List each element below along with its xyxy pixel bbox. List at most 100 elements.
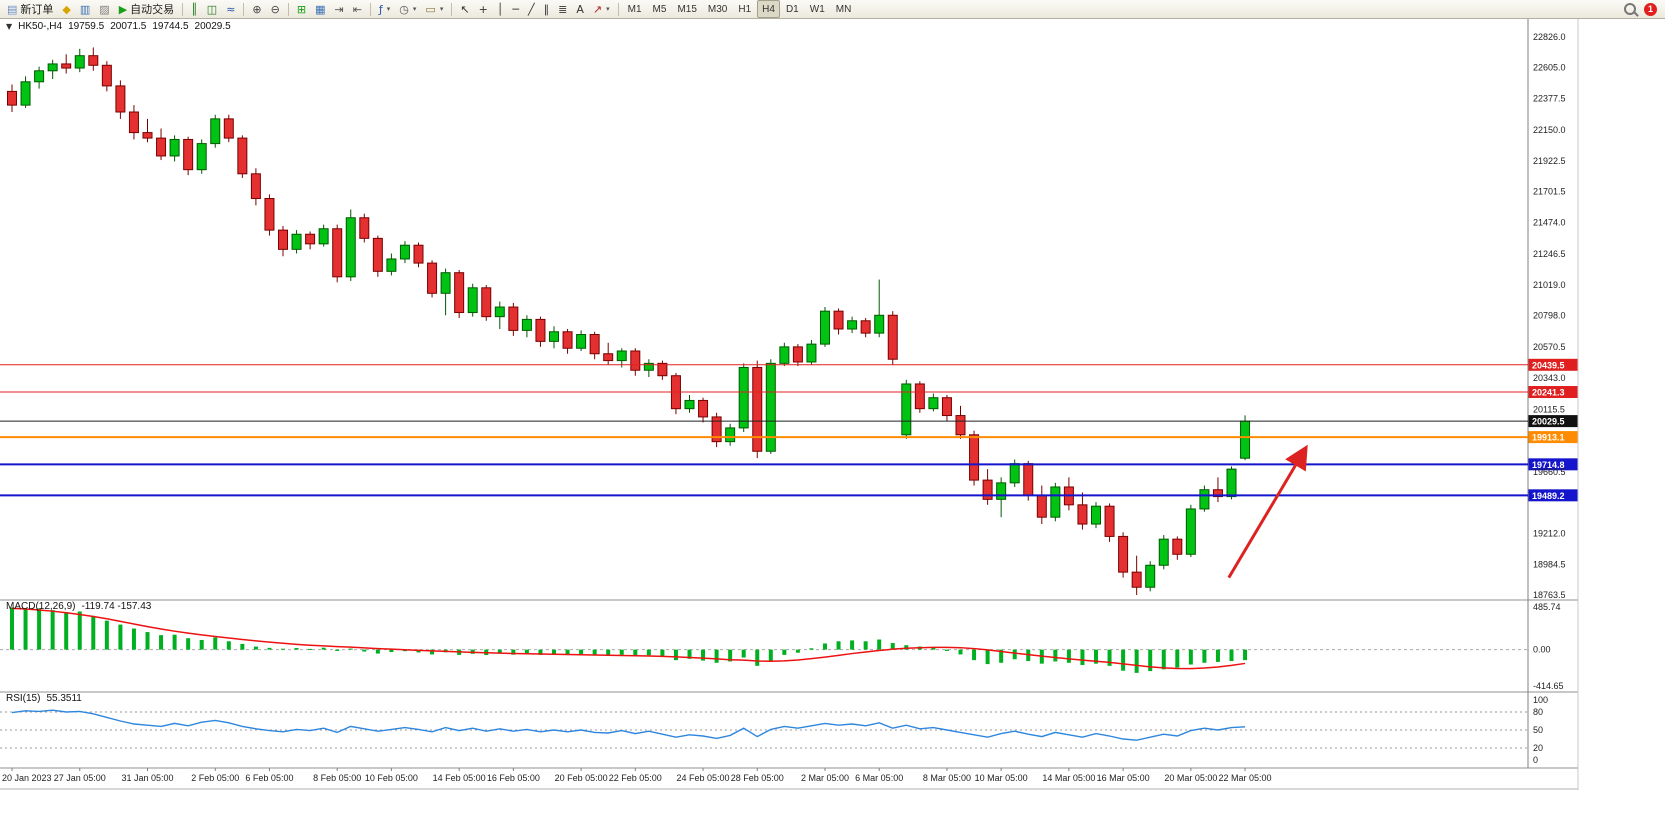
candlestick-chart-button[interactable]: ◫ <box>203 0 221 18</box>
notification-badge[interactable]: 1 <box>1644 2 1657 16</box>
timeframe-m1[interactable]: M1 <box>627 3 642 15</box>
arrange-windows-icon: ▦ <box>315 2 326 16</box>
crosshair-button[interactable]: + <box>475 0 492 18</box>
candle <box>305 233 316 245</box>
time-axis-label: 16 Mar 05:00 <box>1097 773 1150 783</box>
timeframe-mn[interactable]: MN <box>835 3 852 15</box>
macd-histogram-bar <box>1215 649 1220 662</box>
price-tag[interactable]: 20439.5 <box>1528 358 1578 371</box>
macd-histogram-bar <box>104 620 109 650</box>
candle <box>955 415 966 436</box>
new-order-icon: ▤ <box>7 2 18 16</box>
channel-button[interactable]: ∥ <box>540 0 554 18</box>
timeframe-h4[interactable]: H4 <box>757 0 780 18</box>
candle <box>521 318 532 331</box>
price-scale-label: 21922.5 <box>1533 156 1566 166</box>
time-axis-label: 8 Feb 05:00 <box>313 773 361 783</box>
candle <box>345 217 356 278</box>
candle <box>169 138 180 157</box>
time-axis-label: 10 Feb 05:00 <box>365 773 418 783</box>
horizontal-line-button[interactable]: ─ <box>508 0 523 18</box>
candle <box>643 362 654 371</box>
low-value: 19744.5 <box>152 21 189 32</box>
candle <box>454 272 465 314</box>
macd-histogram-bar <box>687 649 692 659</box>
profiles-button[interactable]: ◆ <box>58 0 74 18</box>
macd-histogram-bar <box>958 649 963 655</box>
chart-shift-button[interactable]: ⇤ <box>349 0 366 18</box>
candle <box>630 350 641 371</box>
macd-histogram-bar <box>321 647 326 650</box>
trendline-button[interactable]: ╱ <box>524 0 539 18</box>
channel-icon: ∥ <box>543 2 550 16</box>
arrows-button[interactable]: ↗ ▾ <box>589 0 614 18</box>
new-order-button[interactable]: ▤ 新订单 <box>3 0 57 18</box>
price-tag[interactable]: 19714.8 <box>1528 458 1578 471</box>
auto-scroll-button[interactable]: ⇥ <box>330 0 347 18</box>
svg-text:20029.5: 20029.5 <box>1532 417 1565 427</box>
data-window-button[interactable]: ▨ <box>95 0 113 18</box>
arrange-windows-button[interactable]: ▦ <box>311 0 329 18</box>
macd-histogram-bar <box>213 637 218 650</box>
zoom-out-button[interactable]: ⊖ <box>267 0 284 18</box>
price-tag[interactable]: 20029.5 <box>1528 415 1578 428</box>
candle <box>7 90 17 106</box>
candle <box>88 55 99 66</box>
timeframe-w1[interactable]: W1 <box>809 3 825 15</box>
vertical-line-icon: │ <box>496 2 504 16</box>
price-tag[interactable]: 19489.2 <box>1528 489 1578 502</box>
templates-button[interactable]: ▭ ▾ <box>421 0 447 18</box>
macd-histogram-bar <box>10 607 14 650</box>
macd-histogram-bar <box>375 649 380 654</box>
candle <box>1145 564 1156 588</box>
time-axis-label: 14 Mar 05:00 <box>1042 773 1095 783</box>
macd-histogram-bar <box>91 615 96 650</box>
time-axis-label: 20 Jan 2023 <box>2 773 52 783</box>
crosshair-icon: + <box>478 2 488 16</box>
fibonacci-button[interactable]: ≣ <box>554 0 571 18</box>
chart-canvas[interactable]: 20439.5 20241.3 20029.5 19913.1 19714.8 19489… <box>0 18 1665 790</box>
candle <box>250 173 261 200</box>
macd-histogram-bar <box>1080 649 1085 665</box>
bar-chart-button[interactable]: ║ <box>187 0 202 18</box>
new-chart-button[interactable]: ⊞ <box>293 0 310 18</box>
auto-trading-button[interactable]: ▶ 自动交易 <box>115 0 178 18</box>
toolbar-button-groups: ▤ 新订单 ◆ ▥ ▨ ▶ 自动交易 ║ ◫ ≈ ⊕ ⊖ ⊞ ▦ ⇥ ⇤ ƒ ▾ ◷ ▾ ▭ ▾ ↖ + │ ─ ╱ ∥ ≣ A ↗ ▾ M1 M… <box>3 0 856 18</box>
macd-histogram-bar <box>552 649 556 654</box>
timeframe-d1[interactable]: D1 <box>785 3 799 15</box>
candle <box>1226 468 1237 498</box>
price-tag[interactable]: 19913.1 <box>1528 431 1578 444</box>
chevron-down-icon: ▾ <box>412 5 417 13</box>
timeframe-m15[interactable]: M15 <box>677 3 697 15</box>
macd-histogram-bar <box>50 610 55 650</box>
timeframe-m5[interactable]: M5 <box>652 3 667 15</box>
timeframe-m30[interactable]: M30 <box>707 3 728 15</box>
macd-histogram-bar <box>823 643 827 650</box>
candle <box>1023 463 1034 496</box>
candle <box>61 63 72 69</box>
collapse-triangle-icon[interactable]: ▼ <box>6 22 13 31</box>
candle <box>1212 489 1223 498</box>
vertical-line-button[interactable]: │ <box>493 0 508 18</box>
candle <box>427 262 438 294</box>
line-chart-button[interactable]: ≈ <box>222 0 239 18</box>
periods-button[interactable]: ◷ ▾ <box>395 0 420 18</box>
arrow-object[interactable] <box>1227 444 1308 579</box>
candle <box>792 346 803 363</box>
price-tag[interactable]: 20241.3 <box>1528 386 1578 399</box>
text-button[interactable]: A <box>572 0 588 18</box>
timeframe-h1[interactable]: H1 <box>738 3 752 15</box>
cursor-button[interactable]: ↖ <box>456 0 473 18</box>
time-axis-label: 24 Feb 05:00 <box>677 773 730 783</box>
svg-text:20241.3: 20241.3 <box>1532 388 1565 398</box>
candle <box>481 287 492 318</box>
candle <box>576 334 587 349</box>
macd-histogram-bar <box>538 649 543 655</box>
price-scale-label: 18984.5 <box>1533 560 1566 570</box>
candle <box>603 353 614 362</box>
search-icon[interactable] <box>1624 3 1636 15</box>
time-axis-label: 27 Jan 05:00 <box>54 773 106 783</box>
market-watch-button[interactable]: ▥ <box>76 0 94 18</box>
indicators-button[interactable]: ƒ ▾ <box>375 0 394 18</box>
zoom-in-button[interactable]: ⊕ <box>248 0 265 18</box>
